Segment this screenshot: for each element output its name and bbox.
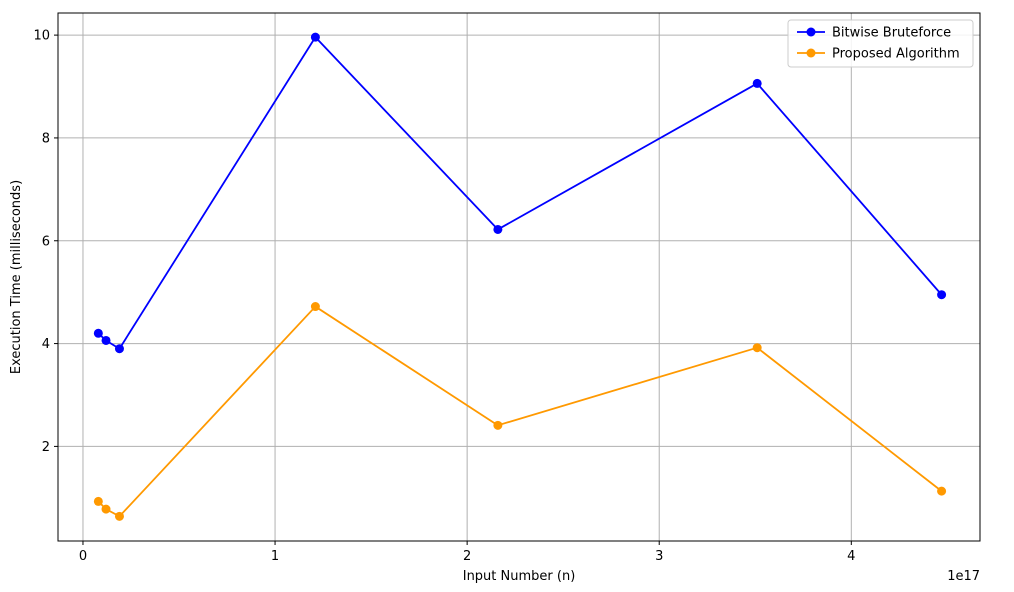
x-tick-label: 4 xyxy=(847,549,855,564)
x-tick-label: 0 xyxy=(79,549,87,564)
y-tick-label: 10 xyxy=(33,29,50,44)
data-point-bitwise-bruteforce xyxy=(752,78,762,88)
data-point-proposed-algorithm xyxy=(114,511,124,521)
data-point-bitwise-bruteforce xyxy=(937,290,947,300)
legend-label-bitwise-bruteforce: Bitwise Bruteforce xyxy=(832,26,951,41)
data-point-proposed-algorithm xyxy=(93,496,103,506)
x-axis-label: Input Number (n) xyxy=(463,569,576,584)
x-tick-label: 2 xyxy=(463,549,471,564)
y-tick-label: 6 xyxy=(42,234,50,249)
data-point-proposed-algorithm xyxy=(310,302,320,312)
grid xyxy=(58,13,980,541)
data-point-proposed-algorithm xyxy=(752,343,762,353)
legend-marker-bitwise-bruteforce xyxy=(806,27,816,37)
legend: Bitwise Bruteforce Proposed Algorithm xyxy=(787,19,974,68)
series-line-proposed-algorithm xyxy=(97,305,943,518)
x-tick-label: 3 xyxy=(655,549,663,564)
plot-area-frame xyxy=(57,12,981,542)
series-line-bitwise-bruteforce xyxy=(97,36,943,350)
legend-marker-proposed-algorithm xyxy=(806,48,816,58)
data-point-bitwise-bruteforce xyxy=(114,344,124,354)
data-point-bitwise-bruteforce xyxy=(101,335,111,345)
data-point-bitwise-bruteforce xyxy=(93,328,103,338)
y-tick-label: 4 xyxy=(42,337,50,352)
x-axis-offset-label: 1e17 xyxy=(947,569,980,584)
data-point-proposed-algorithm xyxy=(937,486,947,496)
legend-box xyxy=(787,19,974,68)
axis-ticks: 0 1 2 3 4 2 4 6 8 10 xyxy=(33,29,855,564)
y-axis-label: Execution Time (milliseconds) xyxy=(9,180,24,374)
legend-label-proposed-algorithm: Proposed Algorithm xyxy=(832,47,960,62)
data-point-bitwise-bruteforce xyxy=(310,32,320,42)
x-tick-label: 1 xyxy=(271,549,279,564)
y-tick-label: 2 xyxy=(42,440,50,455)
data-point-proposed-algorithm xyxy=(101,504,111,514)
series-layer xyxy=(93,32,947,521)
data-point-proposed-algorithm xyxy=(493,420,503,430)
data-point-bitwise-bruteforce xyxy=(493,224,503,234)
y-tick-label: 8 xyxy=(42,131,50,146)
